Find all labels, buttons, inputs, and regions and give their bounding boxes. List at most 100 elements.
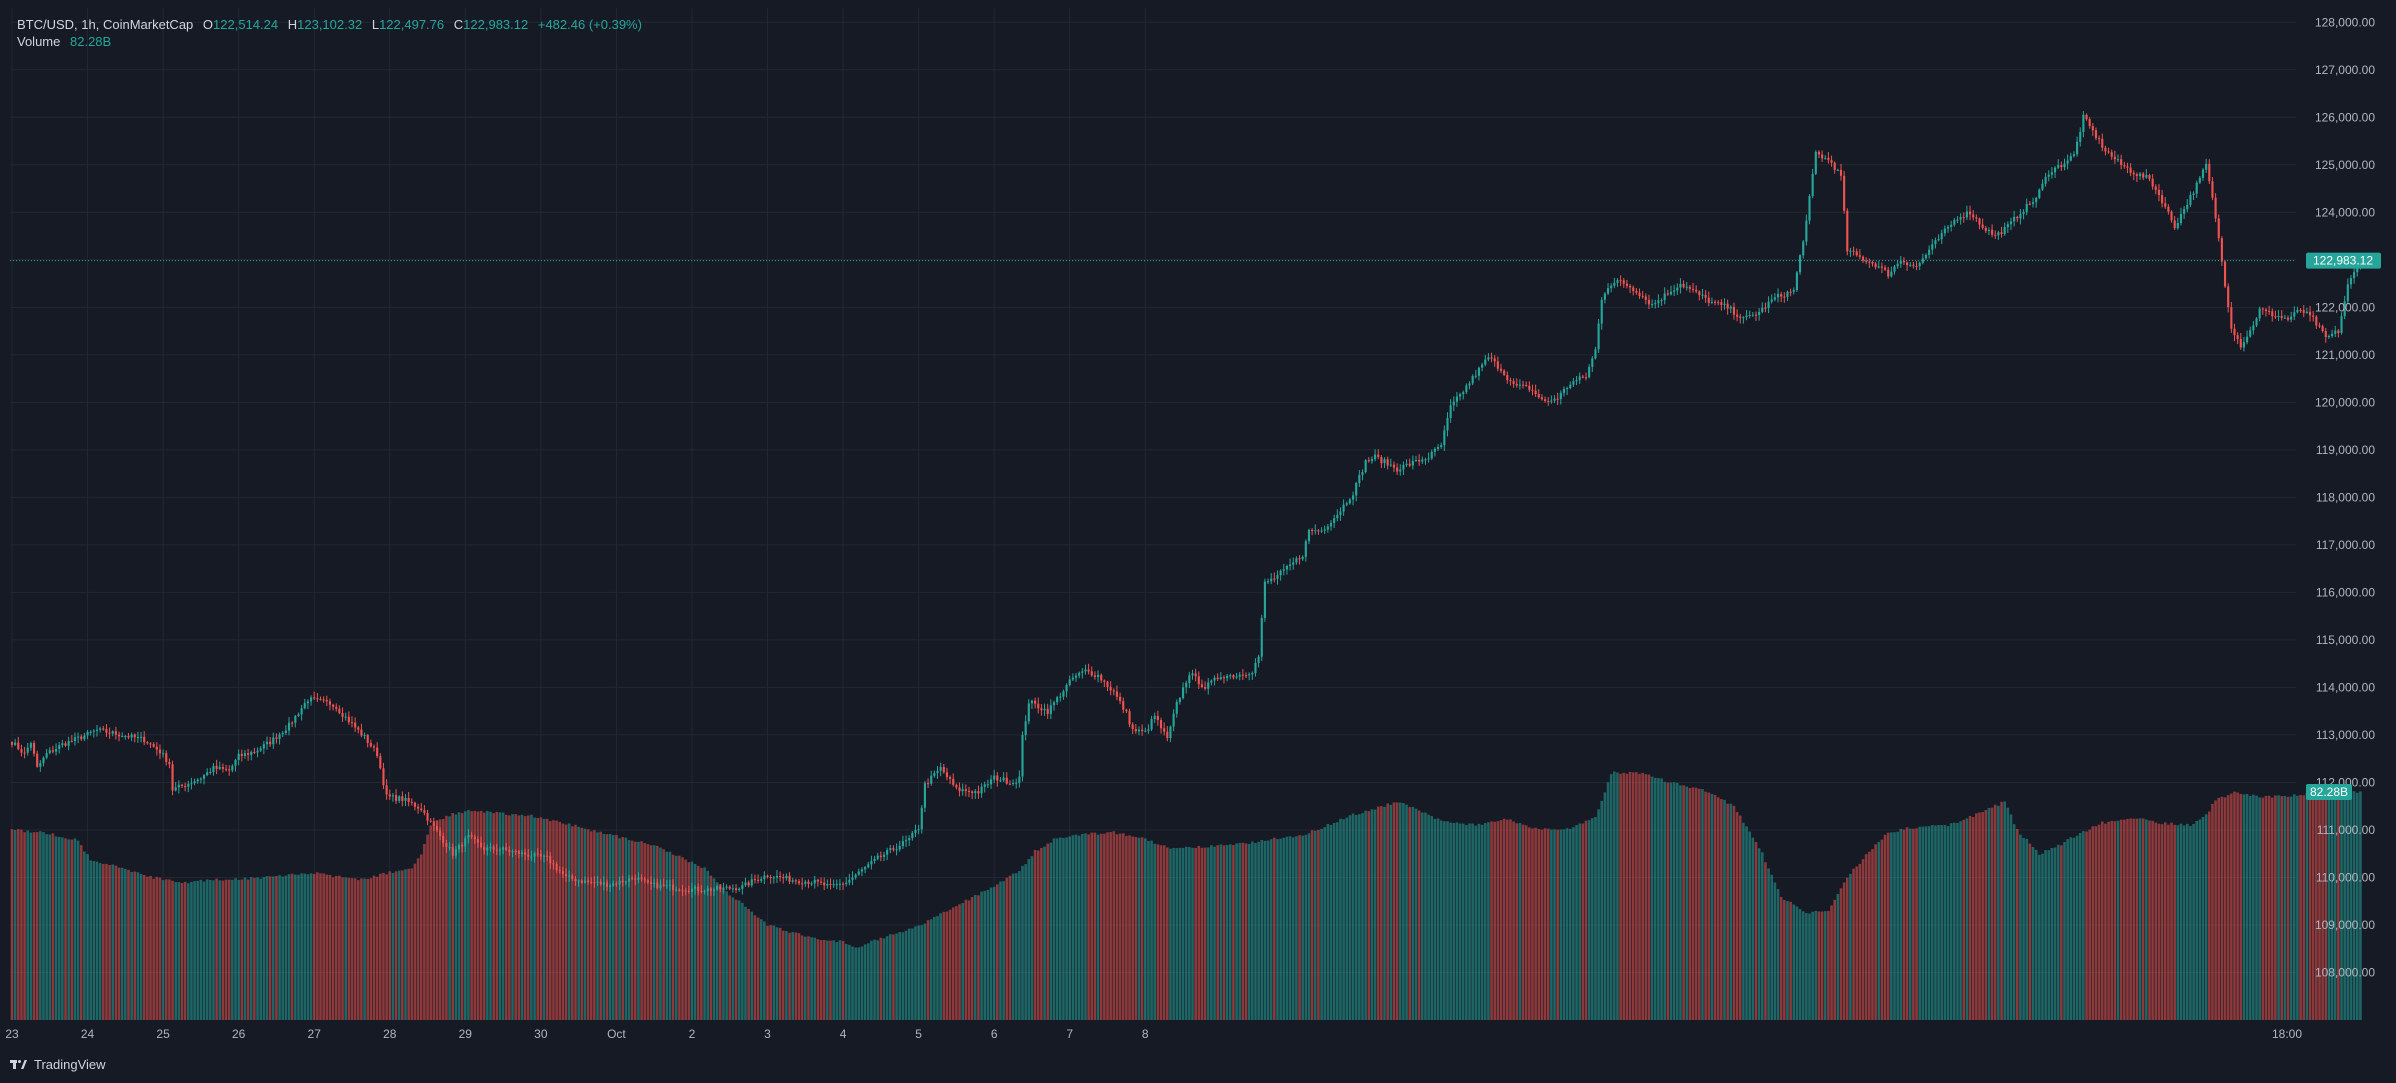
candle-body bbox=[892, 848, 895, 850]
candle-body bbox=[1767, 301, 1770, 309]
volume-bar bbox=[391, 873, 395, 1020]
candle-body bbox=[1786, 291, 1789, 297]
candle-body bbox=[1207, 682, 1210, 689]
candle-body bbox=[1238, 674, 1241, 677]
candle-body bbox=[1307, 529, 1311, 542]
volume-bar bbox=[1864, 854, 1868, 1020]
volume-bar bbox=[1260, 839, 1264, 1020]
candle-body bbox=[1940, 233, 1943, 240]
candle-body bbox=[571, 875, 574, 879]
symbol-info[interactable]: BTC/USD, 1h, CoinMarketCap bbox=[17, 17, 194, 32]
candle-body bbox=[1355, 482, 1358, 496]
candle-body bbox=[1745, 315, 1748, 318]
volume-bar bbox=[2082, 831, 2085, 1020]
candle-body bbox=[432, 821, 435, 827]
candle-body bbox=[690, 888, 694, 892]
candle-body bbox=[1512, 381, 1515, 384]
volume-label[interactable]: Volume bbox=[17, 34, 61, 49]
volume-bar bbox=[996, 884, 999, 1020]
volume-bar bbox=[1480, 824, 1484, 1020]
volume-bar bbox=[1905, 827, 1909, 1020]
volume-bar bbox=[2044, 850, 2047, 1020]
candle-body bbox=[1430, 451, 1433, 459]
volume-bar bbox=[2003, 801, 2006, 1020]
candle-body bbox=[1106, 681, 1109, 687]
volume-bar bbox=[155, 876, 159, 1020]
candle-body bbox=[1276, 575, 1279, 579]
volume-bar bbox=[1370, 809, 1374, 1020]
volume-bar bbox=[1770, 874, 1774, 1020]
volume-bar bbox=[1924, 826, 1928, 1020]
candle-body bbox=[2264, 309, 2268, 312]
volume-bar bbox=[621, 836, 625, 1020]
candle-body bbox=[413, 802, 417, 807]
candle-body bbox=[1698, 291, 1701, 296]
volume-bar bbox=[574, 824, 577, 1020]
volume-bar bbox=[1937, 825, 1940, 1020]
candle-body bbox=[1345, 503, 1348, 505]
candle-body bbox=[656, 882, 659, 889]
candle-body bbox=[1144, 730, 1147, 732]
volume-bar bbox=[382, 872, 385, 1020]
candle-body bbox=[505, 847, 508, 850]
volume-bar bbox=[822, 940, 826, 1020]
candle-body bbox=[1531, 389, 1534, 391]
candle-body bbox=[1270, 578, 1273, 582]
volume-bar bbox=[1616, 772, 1619, 1020]
volume-bar bbox=[1128, 835, 1131, 1020]
volume-bar bbox=[577, 826, 580, 1020]
candle-body bbox=[152, 744, 155, 747]
candle-body bbox=[1169, 726, 1172, 739]
candle-body bbox=[1490, 357, 1493, 359]
tradingview-branding[interactable]: TradingView bbox=[10, 1057, 106, 1072]
candle-body bbox=[1204, 686, 1207, 689]
price-axis[interactable]: 108,000.00109,000.00110,000.00111,000.00… bbox=[2315, 15, 2375, 979]
candle-body bbox=[829, 883, 832, 885]
volume-bar bbox=[2151, 820, 2154, 1020]
volume-bar bbox=[1414, 808, 1418, 1020]
candle-body bbox=[2161, 195, 2164, 204]
candle-body bbox=[1578, 376, 1581, 381]
candle-body bbox=[2164, 203, 2167, 207]
candle-body bbox=[209, 772, 212, 774]
candle-body bbox=[1679, 283, 1682, 288]
candle-body bbox=[2151, 178, 2154, 187]
volume-bar bbox=[788, 932, 791, 1020]
candle-body bbox=[121, 736, 124, 738]
candle-body bbox=[401, 796, 404, 801]
candle-body bbox=[80, 736, 83, 740]
volume-bar bbox=[237, 879, 240, 1020]
candle-body bbox=[1518, 384, 1521, 386]
volume-bar bbox=[1099, 833, 1103, 1020]
candle-body bbox=[1591, 358, 1594, 367]
volume-bar bbox=[857, 947, 861, 1020]
volume-bar bbox=[363, 878, 366, 1020]
volume-bar bbox=[259, 878, 262, 1020]
candle-body bbox=[102, 728, 105, 730]
candle-body bbox=[2145, 175, 2148, 178]
volume-bar bbox=[312, 873, 316, 1020]
candle-body bbox=[1827, 157, 1830, 161]
volume-bar bbox=[1162, 845, 1166, 1020]
candle-body bbox=[146, 742, 149, 744]
candle-body bbox=[407, 797, 410, 802]
candle-body bbox=[29, 743, 32, 748]
volume-bar bbox=[23, 832, 26, 1020]
candle-body bbox=[725, 886, 728, 888]
volume-bar bbox=[933, 916, 936, 1020]
candle-body bbox=[986, 784, 989, 786]
candle-body bbox=[2135, 174, 2138, 177]
time-tick-label: 25 bbox=[156, 1027, 170, 1041]
candle-body bbox=[423, 810, 426, 813]
candle-body bbox=[184, 785, 187, 787]
volume-bar bbox=[1537, 828, 1541, 1020]
time-axis[interactable]: 23 24 25 26 27 28 29 30 Oct 2 3 4 5 6 7 8 18:00 bbox=[5, 1027, 2302, 1041]
volume-bar bbox=[1310, 830, 1314, 1020]
candle-body bbox=[338, 708, 341, 714]
volume-bar bbox=[781, 930, 785, 1020]
candle-body bbox=[1691, 288, 1695, 290]
candle-body bbox=[1298, 558, 1301, 560]
volume-bar bbox=[1210, 845, 1213, 1020]
candle-body bbox=[73, 737, 77, 742]
